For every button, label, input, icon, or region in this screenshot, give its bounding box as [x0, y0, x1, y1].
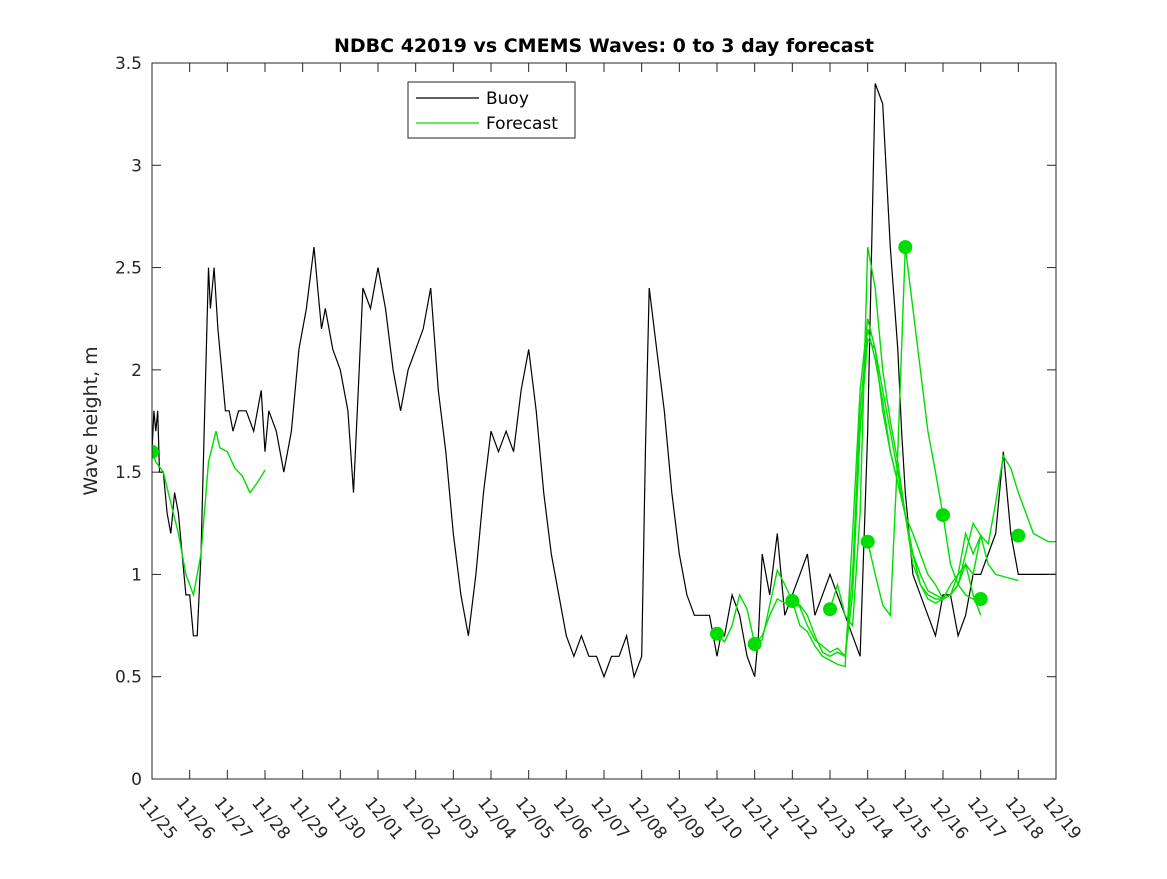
- y-tick-label: 3.5: [115, 54, 142, 74]
- forecast-start-marker: [973, 592, 988, 606]
- y-tick-label: 2: [131, 361, 142, 381]
- forecast-start-marker: [747, 637, 762, 651]
- forecast-start-marker: [823, 602, 837, 617]
- y-tick-label: 1.5: [115, 463, 142, 483]
- y-tick-label: 1: [131, 565, 142, 585]
- forecast-series-line-5: [867, 247, 981, 618]
- forecast-start-marker: [710, 626, 724, 641]
- forecast-series-line-0: [152, 431, 266, 598]
- forecast-start-marker: [936, 508, 950, 523]
- forecast-start-marker: [785, 594, 800, 608]
- forecast-start-marker: [860, 534, 875, 549]
- forecast-series-line-1: [716, 318, 1056, 668]
- buoy-series-line: [152, 83, 1056, 679]
- forecast-start-marker: [152, 444, 159, 459]
- y-tick-label: 2.5: [115, 259, 142, 279]
- plot-area: [152, 83, 1056, 679]
- legend-label-buoy: Buoy: [486, 89, 529, 109]
- legend: Buoy Forecast: [407, 81, 576, 139]
- legend-label-forecast: Forecast: [486, 114, 558, 134]
- y-axis-label: Wave height, m: [80, 346, 102, 495]
- chart-title: NDBC 42019 vs CMEMS Waves: 0 to 3 day fo…: [334, 35, 874, 57]
- y-axis-ticks: 0 0.5 1 1.5 2 2.5 3 3.5: [115, 54, 1056, 790]
- forecast-start-marker: [1011, 528, 1026, 543]
- forecast-start-marker: [898, 240, 913, 255]
- y-tick-label: 3: [131, 156, 142, 176]
- y-tick-label: 0: [131, 770, 142, 790]
- y-tick-label: 0.5: [115, 668, 142, 688]
